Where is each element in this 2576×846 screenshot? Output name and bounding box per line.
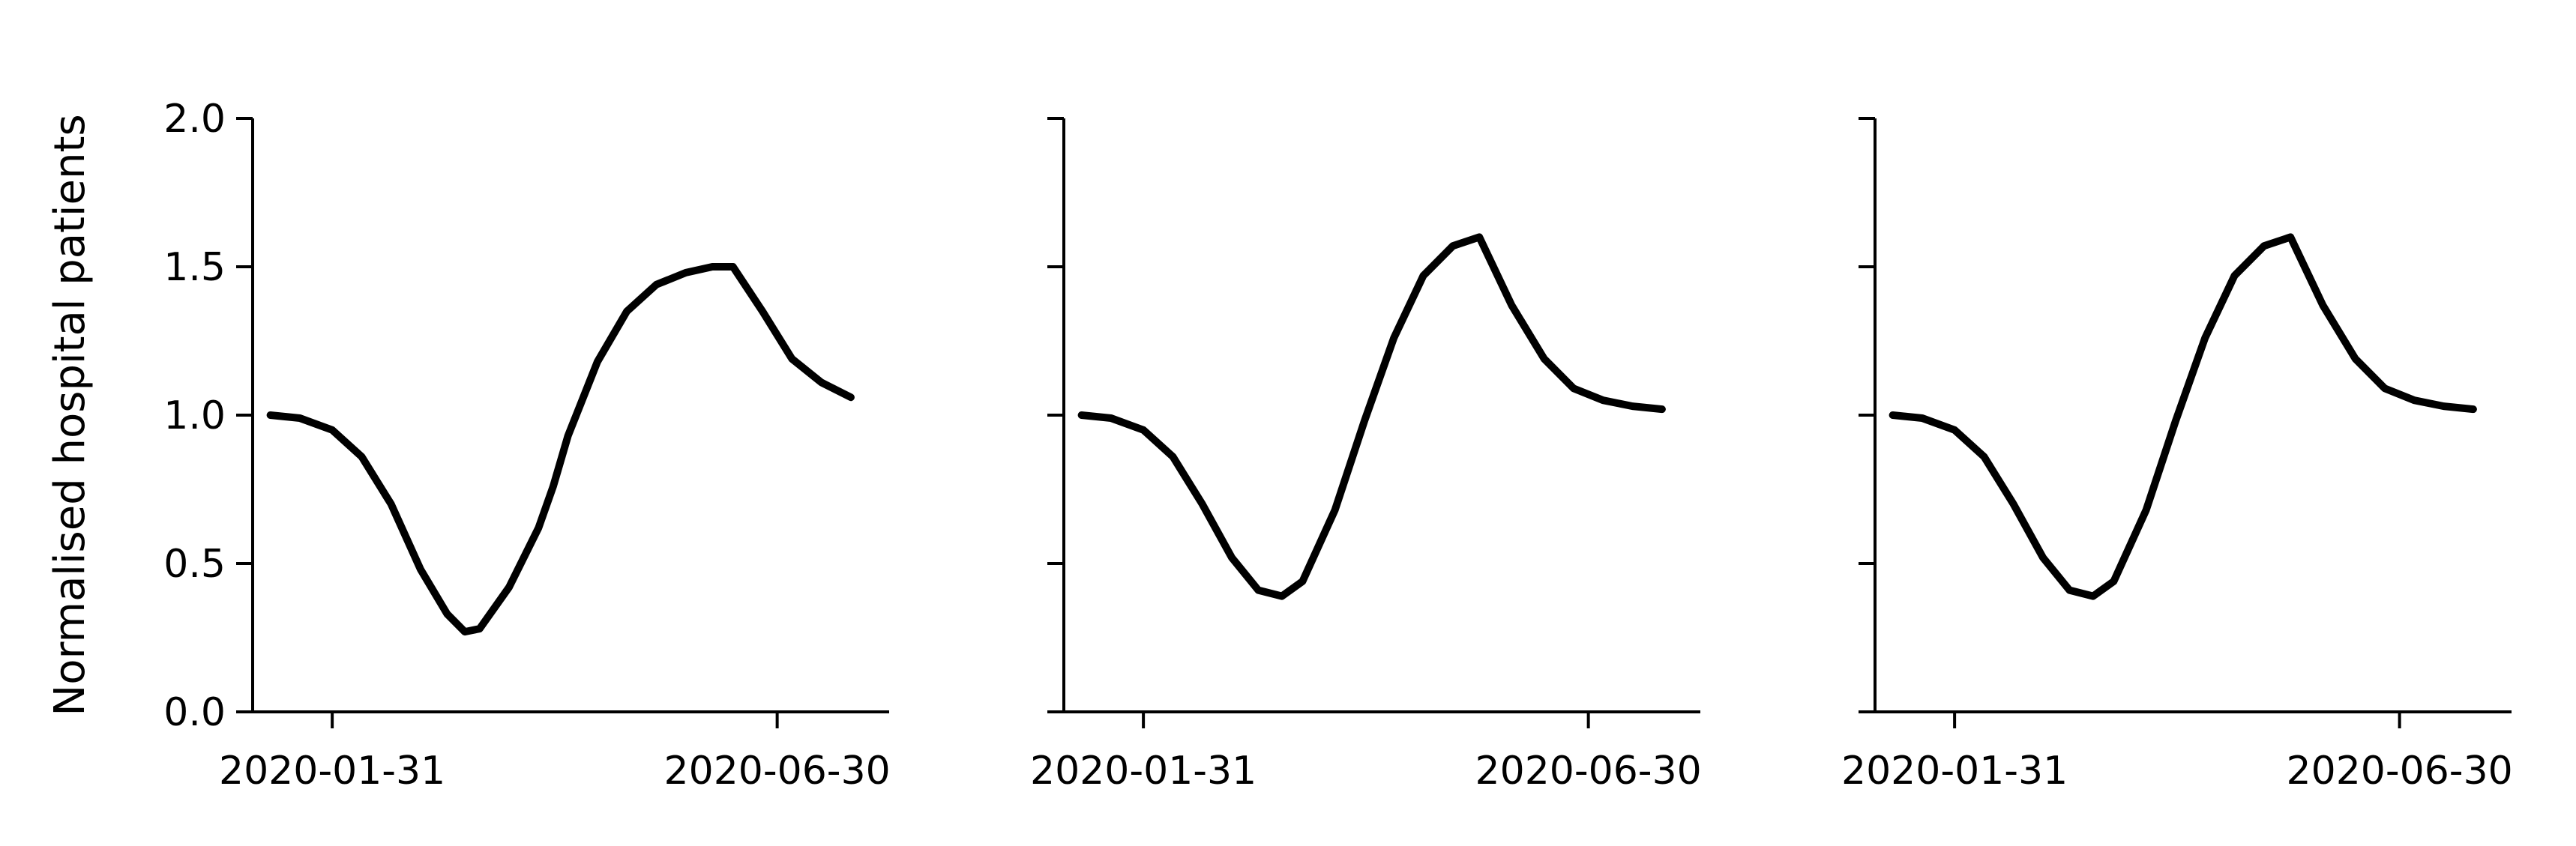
y-tick-label: 0.0: [163, 690, 226, 735]
chart-panel-1: 0.0 0.5 1.0 1.5 2.0 2020-01-31 2020-06-30 Norma…: [46, 97, 891, 794]
y-tick-label: 1.0: [163, 393, 226, 438]
y-tick-label: 1.5: [163, 245, 226, 290]
y-axis-title: Normalised hospital patients: [46, 114, 94, 716]
series-line: [266, 263, 855, 636]
x-tick-label: 2020-06-30: [1475, 749, 1702, 794]
x-tick-label: 2020-01-31: [219, 749, 445, 794]
chart-panel-3: 2020-01-31 2020-06-30: [1841, 117, 2513, 794]
series-line: [1077, 233, 1666, 600]
x-tick-label: 2020-01-31: [1841, 749, 2068, 794]
y-tick-label: 2.0: [163, 97, 226, 142]
x-tick-label: 2020-06-30: [2287, 749, 2513, 794]
x-tick-label: 2020-01-31: [1030, 749, 1257, 794]
series-line: [1889, 233, 2477, 600]
x-tick-label: 2020-06-30: [664, 749, 891, 794]
chart-panel-2: 2020-01-31 2020-06-30: [1030, 117, 1702, 794]
y-tick-label: 0.5: [163, 542, 226, 587]
